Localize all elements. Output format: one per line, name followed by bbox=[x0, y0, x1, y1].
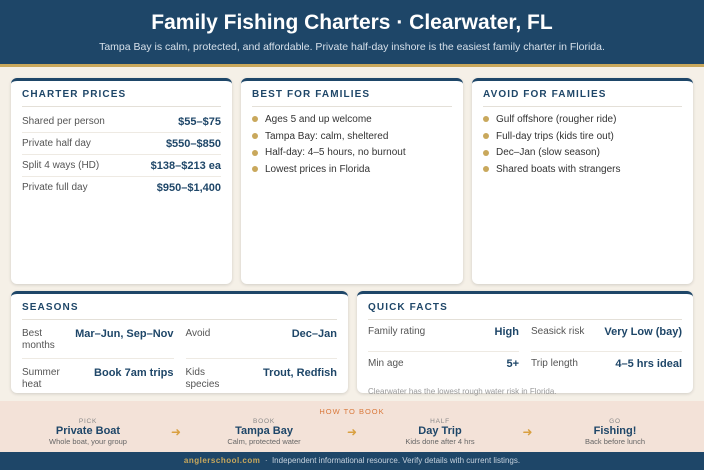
step-subtitle: Kids done after 4 hrs bbox=[405, 437, 475, 446]
section-title: HOW TO BOOK bbox=[319, 407, 385, 416]
bullet-list: Gulf offshore (rougher ride) Full-day tri… bbox=[483, 111, 682, 178]
step: GO Fishing! Back before lunch bbox=[545, 418, 685, 446]
arrow: ➜ bbox=[522, 425, 533, 439]
price-label: Private full day bbox=[22, 182, 88, 193]
bullet-item: Full-day trips (kids tire out) bbox=[483, 128, 682, 145]
price-list: Shared per person $55–$75 Private half day… bbox=[22, 111, 221, 198]
card-title: SEASONS bbox=[22, 302, 337, 320]
how-to-book: HOW TO BOOK PICK Private Boat Whole boat, … bbox=[0, 401, 704, 452]
price-value: $550–$850 bbox=[165, 137, 221, 150]
cell-value: Mar–Jun, Sep–Nov bbox=[75, 328, 174, 340]
bullet-item: Tampa Bay: calm, sheltered bbox=[252, 128, 452, 145]
separator: · bbox=[262, 456, 272, 465]
cell-value: 5+ bbox=[506, 358, 519, 370]
facts-grid: Family rating High Seasick risk Very Low (b… bbox=[368, 320, 682, 383]
card-title: CHARTER PRICES bbox=[22, 89, 221, 107]
season-grid: Best months Mar–Jun, Sep–Nov Avoid Dec–Jan S… bbox=[22, 320, 337, 397]
arrow: ➜ bbox=[171, 425, 182, 439]
step-kicker: HALF bbox=[430, 418, 450, 425]
grid-cell: Family rating High bbox=[368, 320, 519, 352]
cell-label: Family rating bbox=[368, 326, 426, 337]
step-title: Tampa Bay bbox=[235, 425, 293, 437]
step-subtitle: Whole boat, your group bbox=[49, 437, 127, 446]
footer-text: Independent informational resource. Veri… bbox=[271, 456, 521, 465]
best-card: BEST FOR FAMILIES Ages 5 and up welcome T… bbox=[241, 78, 463, 284]
subtitle: Tampa Bay is calm, protected, and afford… bbox=[99, 41, 605, 53]
grid-row: Min age 5+ Trip length 4–5 hrs ideal bbox=[368, 352, 682, 383]
step-title: Fishing! bbox=[593, 425, 637, 437]
grid-cell: Seasick risk Very Low (bay) bbox=[531, 320, 682, 352]
grid-cell: Summer heat Book 7am trips bbox=[22, 359, 174, 397]
price-label: Split 4 ways (HD) bbox=[22, 160, 100, 171]
cell-label: Summer heat bbox=[22, 367, 60, 390]
cell-label: Kids species bbox=[185, 367, 220, 390]
header: Family Fishing Charters · Clearwater, FL… bbox=[0, 0, 704, 67]
cell-value: Book 7am trips bbox=[94, 367, 174, 379]
site: anglerschool.com bbox=[183, 456, 261, 465]
footer: anglerschool.com · Independent informati… bbox=[0, 452, 704, 470]
grid-cell: Avoid Dec–Jan bbox=[185, 320, 337, 359]
cell-value: Trout, Redfish bbox=[263, 367, 337, 379]
arrow: ➜ bbox=[347, 425, 358, 439]
price-label: Shared per person bbox=[22, 116, 105, 127]
price-label: Private half day bbox=[22, 138, 91, 149]
step-kicker: BOOK bbox=[253, 418, 275, 425]
cell-value: Very Low (bay) bbox=[604, 326, 682, 338]
step: HALF Day Trip Kids done after 4 hrs bbox=[370, 418, 510, 446]
step-title: Private Boat bbox=[55, 425, 121, 437]
price-row: Private half day $550–$850 bbox=[22, 133, 221, 155]
cell-label: Trip length bbox=[531, 358, 578, 369]
card-title: BEST FOR FAMILIES bbox=[252, 89, 452, 107]
bullet-item: Dec–Jan (slow season) bbox=[483, 144, 682, 161]
cell-label: Min age bbox=[368, 358, 404, 369]
card-title: QUICK FACTS bbox=[368, 302, 682, 320]
cell-label: Best months bbox=[22, 328, 55, 351]
step-subtitle: Back before lunch bbox=[584, 437, 646, 446]
cell-value: 4–5 hrs ideal bbox=[615, 358, 682, 370]
price-row: Split 4 ways (HD) $138–$213 ea bbox=[22, 155, 221, 177]
prices-card: CHARTER PRICES Shared per person $55–$75 P… bbox=[11, 78, 232, 284]
bullet-list: Ages 5 and up welcome Tampa Bay: calm, sh… bbox=[252, 111, 452, 178]
cell-label: Avoid bbox=[185, 328, 211, 339]
facts-card: QUICK FACTS Family rating High Seasick ris… bbox=[357, 291, 693, 396]
grid-row: Best months Mar–Jun, Sep–Nov Avoid Dec–Jan bbox=[22, 320, 337, 359]
grid-cell: Best months Mar–Jun, Sep–Nov bbox=[22, 320, 174, 359]
step-subtitle: Calm, protected water bbox=[227, 437, 301, 446]
price-value: $950–$1,400 bbox=[156, 181, 221, 194]
step-title: Day Trip bbox=[418, 425, 462, 437]
step-kicker: PICK bbox=[78, 418, 98, 425]
title: Family Fishing Charters · Clearwater, FL bbox=[151, 11, 553, 34]
price-row: Private full day $950–$1,400 bbox=[22, 177, 221, 198]
cell-value: High bbox=[494, 326, 519, 338]
cell-label: Seasick risk bbox=[531, 326, 585, 337]
grid-row: Family rating High Seasick risk Very Low (b… bbox=[368, 320, 682, 352]
grid-cell: Kids species Trout, Redfish bbox=[186, 359, 338, 397]
step: PICK Private Boat Whole boat, your group bbox=[18, 418, 158, 446]
bullet-item: Half-day: 4–5 hours, no burnout bbox=[252, 144, 452, 161]
bullet-item: Gulf offshore (rougher ride) bbox=[483, 111, 682, 128]
card-title: AVOID FOR FAMILIES bbox=[483, 89, 682, 107]
grid-row: Summer heat Book 7am trips Kids species Tro… bbox=[22, 359, 337, 397]
step: BOOK Tampa Bay Calm, protected water bbox=[194, 418, 334, 446]
bullet-item: Lowest prices in Florida bbox=[252, 161, 452, 178]
bullet-item: Ages 5 and up welcome bbox=[252, 111, 452, 128]
step-kicker: GO bbox=[609, 418, 621, 425]
cell-value: Dec–Jan bbox=[291, 328, 337, 340]
price-value: $138–$213 ea bbox=[150, 159, 221, 172]
price-value: $55–$75 bbox=[178, 115, 221, 128]
seasons-card: SEASONS Best months Mar–Jun, Sep–Nov Avoid… bbox=[11, 291, 348, 393]
note: Clearwater has the lowest rough water ri… bbox=[368, 387, 557, 396]
avoid-card: AVOID FOR FAMILIES Gulf offshore (roughe… bbox=[472, 78, 693, 284]
grid-cell: Trip length 4–5 hrs ideal bbox=[531, 352, 682, 383]
bullet-item: Shared boats with strangers bbox=[483, 161, 682, 178]
grid-cell: Min age 5+ bbox=[368, 352, 519, 383]
price-row: Shared per person $55–$75 bbox=[22, 111, 221, 133]
